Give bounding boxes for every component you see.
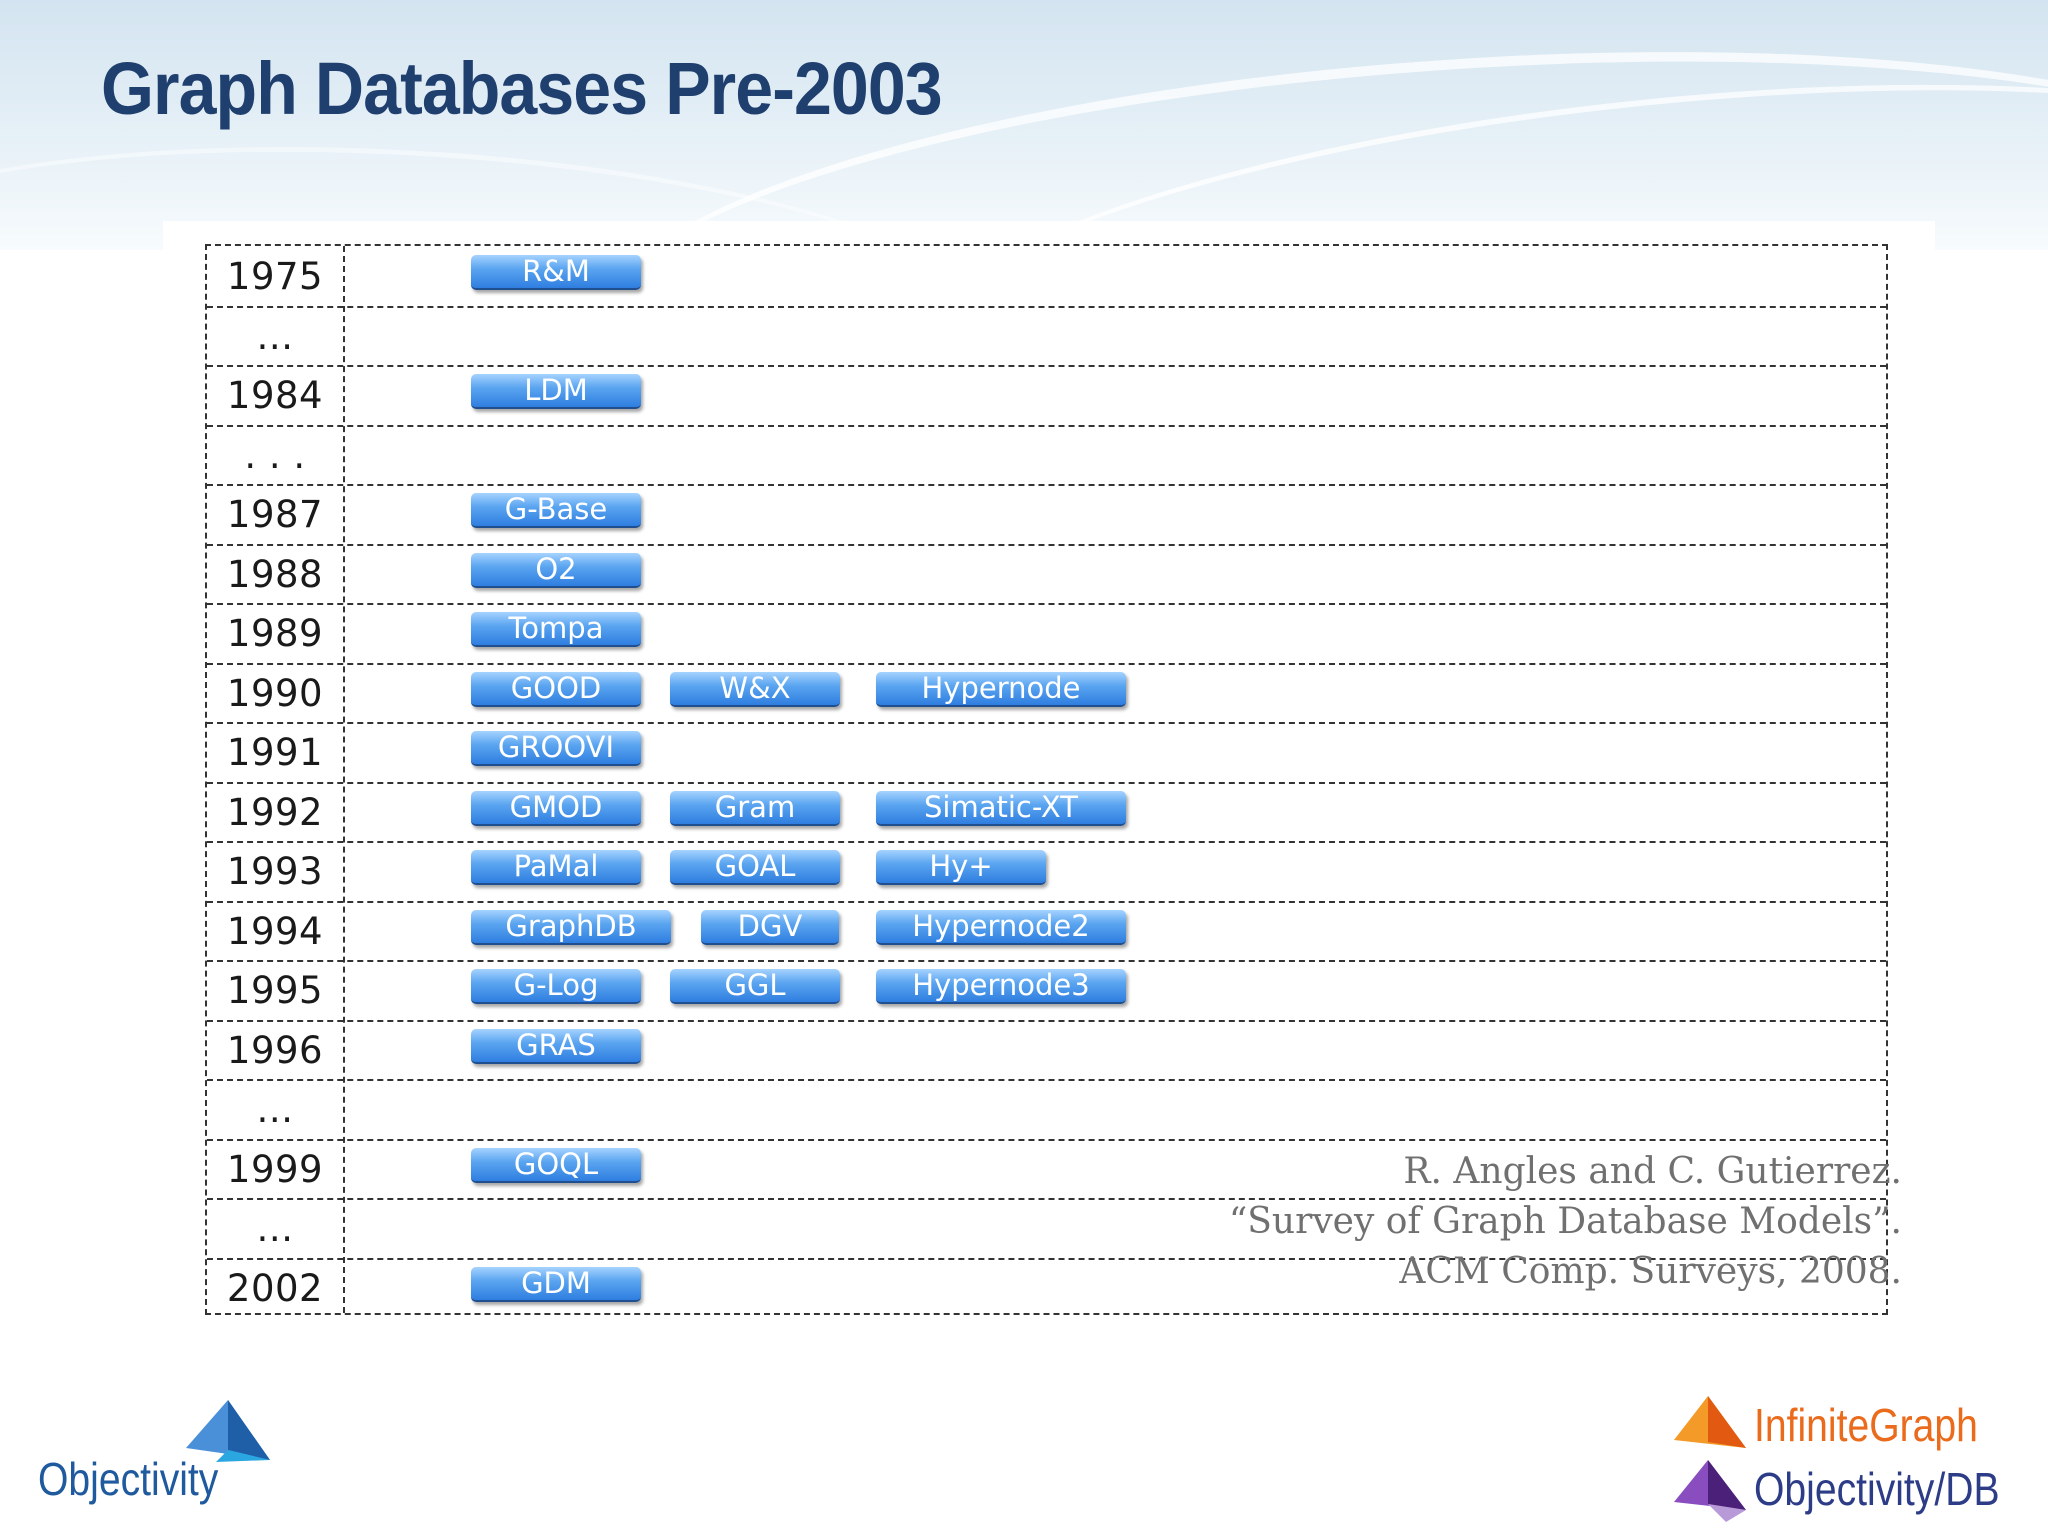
timeline-row: 1993 PaMal GOAL Hy+ — [207, 841, 1886, 903]
citation: R. Angles and C. Gutierrez. “Survey of G… — [1229, 1147, 1902, 1297]
model-tag: GROOVI — [471, 731, 641, 766]
year-label: … — [256, 1207, 294, 1250]
timeline-row: 1989 Tompa — [207, 603, 1886, 665]
year-label: 1975 — [226, 255, 324, 298]
year-label: 2002 — [226, 1266, 324, 1310]
year-label: 1991 — [226, 731, 324, 774]
timeline-row: 1995 G-Log GGL Hypernode3 — [207, 960, 1886, 1022]
page-title: Graph Databases Pre-2003 — [101, 47, 943, 130]
timeline-row: … — [207, 1079, 1886, 1141]
timeline-row: 1999 GOQL — [207, 1139, 1886, 1200]
model-tag: GOAL — [670, 850, 840, 885]
infinitegraph-wordmark: InfiniteGraph — [1754, 1399, 1978, 1451]
objectivitydb-logo: Objectivity/DB — [1674, 1460, 2024, 1526]
model-tag: GRAS — [471, 1028, 641, 1064]
year-label: 1989 — [226, 612, 324, 655]
year-label: … — [256, 1088, 294, 1131]
timeline-row: 1992 GMOD Gram Simatic-XT — [207, 782, 1886, 843]
timeline-row: … — [207, 306, 1886, 367]
objectivity-logo: Objectivity — [36, 1400, 296, 1520]
model-tag: G-Log — [471, 969, 641, 1004]
timeline-row: 1975 R&M — [207, 246, 1886, 308]
objectivity-triangle-icon — [186, 1400, 270, 1462]
model-tag: GGL — [670, 969, 840, 1004]
model-tag: GOQL — [471, 1147, 641, 1183]
timeline-row: 1984 LDM — [207, 365, 1886, 427]
model-tag: Hypernode3 — [876, 969, 1126, 1004]
timeline-row: 1994 GraphDB DGV Hypernode2 — [207, 901, 1886, 962]
model-tag: GraphDB — [471, 909, 671, 945]
model-tag: O2 — [471, 552, 641, 588]
timeline-row: … — [207, 1198, 1886, 1260]
timeline-table: 1975 R&M … 1984 LDM . . . 1987 G-Base 1988 O2 1989… — [205, 244, 1888, 1315]
objectivitydb-triangle-icon — [1674, 1460, 1746, 1522]
model-tag: DGV — [701, 909, 839, 945]
infinitegraph-triangle-icon — [1674, 1396, 1746, 1448]
infinitegraph-logo: InfiniteGraph — [1674, 1396, 2014, 1456]
model-tag: LDM — [471, 374, 641, 409]
model-tag: Gram — [670, 790, 840, 826]
year-label: 1992 — [226, 790, 324, 834]
header-background — [0, 0, 2048, 250]
year-label: 1990 — [226, 671, 324, 715]
model-tag: R&M — [471, 255, 641, 290]
objectivity-wordmark: Objectivity — [38, 1453, 219, 1505]
year-label: 1988 — [226, 552, 324, 596]
timeline-row: 1991 GROOVI — [207, 722, 1886, 784]
content-panel — [163, 221, 1935, 1346]
model-tag: GDM — [471, 1266, 641, 1302]
year-label: 1994 — [226, 909, 324, 953]
model-tag: Hy+ — [876, 850, 1046, 885]
timeline-row: 1996 GRAS — [207, 1020, 1886, 1081]
objectivitydb-wordmark: Objectivity/DB — [1754, 1463, 2000, 1515]
timeline-row: 1988 O2 — [207, 544, 1886, 605]
year-label: 1993 — [226, 850, 324, 893]
year-label: 1984 — [226, 374, 324, 417]
year-column-divider — [343, 246, 345, 1313]
model-tag: PaMal — [471, 850, 641, 885]
timeline-row: 1987 G-Base — [207, 484, 1886, 546]
year-label: 1996 — [226, 1028, 324, 1072]
year-label: 1999 — [226, 1147, 324, 1191]
model-tag: Simatic-XT — [876, 790, 1126, 826]
model-tag: Tompa — [471, 612, 641, 647]
timeline-row: 1990 GOOD W&X Hypernode — [207, 663, 1886, 724]
model-tag: GMOD — [471, 790, 641, 826]
timeline-row: . . . — [207, 425, 1886, 486]
citation-authors: R. Angles and C. Gutierrez. — [1403, 1151, 1902, 1192]
model-tag: Hypernode — [876, 671, 1126, 707]
timeline-row: 2002 GDM — [207, 1258, 1886, 1318]
citation-venue: ACM Comp. Surveys, 2008. — [1399, 1251, 1902, 1292]
year-label: … — [256, 314, 294, 358]
model-tag: GOOD — [471, 671, 641, 707]
year-label: 1995 — [226, 969, 324, 1012]
model-tag: G-Base — [471, 493, 641, 528]
model-tag: Hypernode2 — [876, 909, 1126, 945]
model-tag: W&X — [670, 671, 840, 707]
year-label: . . . — [244, 433, 306, 477]
citation-title: “Survey of Graph Database Models”. — [1228, 1201, 1902, 1242]
year-label: 1987 — [226, 493, 324, 536]
